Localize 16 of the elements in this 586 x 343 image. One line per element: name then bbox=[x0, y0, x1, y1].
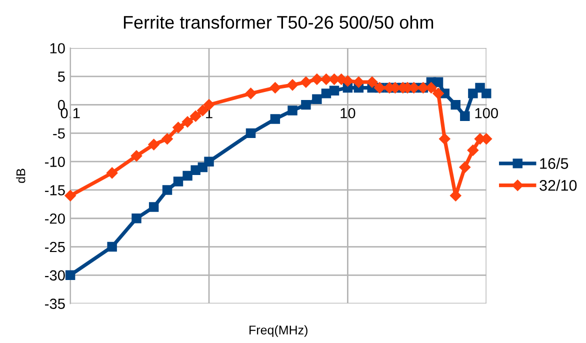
x-tick-label: 10 bbox=[340, 108, 356, 118]
y-tick-label: 5 bbox=[58, 72, 65, 82]
y-tick-label: -15 bbox=[45, 185, 65, 196]
x-tick-label: 100 bbox=[475, 108, 498, 118]
y-tick-label: -30 bbox=[45, 270, 65, 281]
y-tick-label: -20 bbox=[45, 213, 65, 224]
y-tick-label: -25 bbox=[45, 242, 65, 252]
y-tick-label: 10 bbox=[50, 43, 65, 54]
legend-label: 16/5 bbox=[540, 158, 568, 169]
chart-title: Ferrite transformer T50-26 500/50 ohm bbox=[124, 15, 434, 29]
x-axis-title: Freq(MHz) bbox=[250, 325, 308, 337]
legend-label: 32/10 bbox=[540, 180, 577, 191]
y-tick-label: -5 bbox=[53, 128, 65, 139]
y-axis-title: dB bbox=[16, 168, 26, 183]
y-tick-label: -10 bbox=[45, 156, 65, 168]
y-tick-label: -35 bbox=[45, 298, 65, 309]
